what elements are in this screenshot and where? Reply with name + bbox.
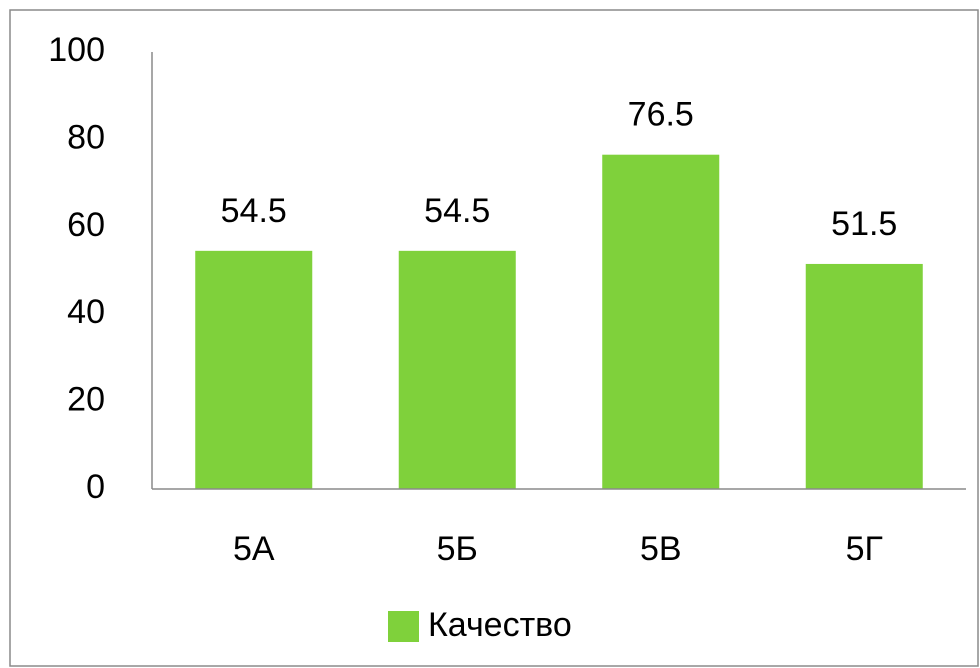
y-tick-label: 100 <box>48 31 105 69</box>
legend-swatch <box>388 611 419 642</box>
bar <box>805 263 923 489</box>
y-tick-label: 20 <box>67 381 105 419</box>
data-label: 51.5 <box>831 205 897 243</box>
bar <box>398 250 516 489</box>
y-tick-label: 60 <box>67 206 105 244</box>
x-tick-label: 5А <box>233 530 275 568</box>
y-tick-label: 40 <box>67 293 105 331</box>
y-tick-label: 80 <box>67 118 105 156</box>
data-label: 76.5 <box>628 96 694 134</box>
data-label: 54.5 <box>221 192 287 230</box>
legend-label: Качество <box>428 606 572 644</box>
x-tick-label: 5Г <box>846 530 883 568</box>
bar <box>602 154 720 489</box>
bar <box>195 250 313 489</box>
x-tick-label: 5В <box>640 530 682 568</box>
x-tick-label: 5Б <box>437 530 478 568</box>
y-tick-label: 0 <box>86 468 105 506</box>
data-label: 54.5 <box>424 192 490 230</box>
